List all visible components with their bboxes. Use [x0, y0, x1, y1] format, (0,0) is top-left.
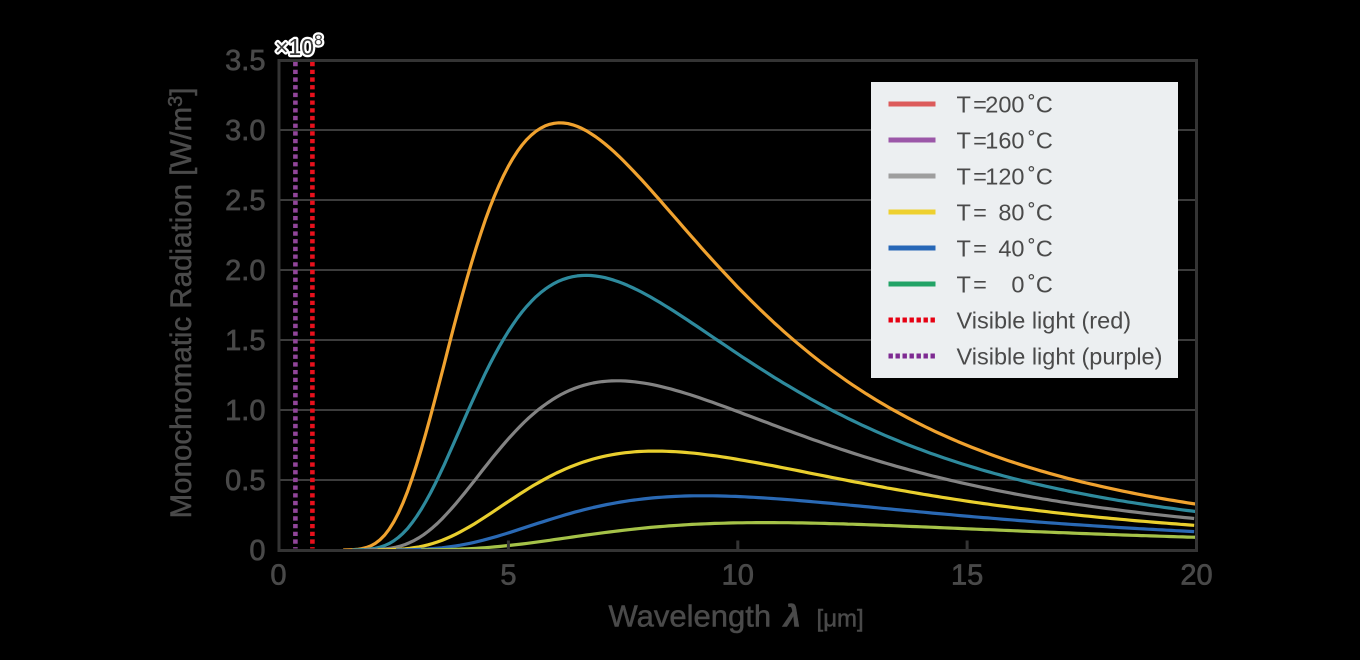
- svg-text:=: =: [973, 128, 987, 154]
- svg-text:3.0: 3.0: [225, 115, 265, 147]
- svg-text:15: 15: [951, 560, 983, 592]
- svg-text:=: =: [973, 200, 987, 226]
- svg-text:40: 40: [998, 236, 1024, 262]
- svg-text:T: T: [957, 92, 971, 118]
- svg-text:Monochromatic Radiation [W/m3]: Monochromatic Radiation [W/m3]: [165, 88, 198, 519]
- svg-text:3.5: 3.5: [225, 45, 265, 77]
- svg-text:=: =: [973, 92, 987, 118]
- svg-text:0: 0: [270, 560, 286, 592]
- svg-text:80: 80: [998, 200, 1024, 226]
- svg-text:10: 10: [722, 560, 754, 592]
- svg-text:˚C: ˚C: [1028, 164, 1053, 190]
- svg-text:2.5: 2.5: [225, 185, 265, 217]
- svg-text:Visible light (purple): Visible light (purple): [957, 344, 1163, 370]
- svg-text:1.5: 1.5: [225, 325, 265, 357]
- svg-text:˚C: ˚C: [1028, 200, 1053, 226]
- svg-text:Visible light (red): Visible light (red): [957, 308, 1132, 334]
- svg-text:T: T: [957, 128, 971, 154]
- svg-text:˚C: ˚C: [1028, 236, 1053, 262]
- svg-text:160: 160: [985, 128, 1024, 154]
- svg-text:˚C: ˚C: [1028, 272, 1053, 298]
- svg-text:˚C: ˚C: [1028, 128, 1053, 154]
- svg-text:˚C: ˚C: [1028, 92, 1053, 118]
- svg-text:0.5: 0.5: [225, 465, 265, 497]
- svg-text:T: T: [957, 236, 971, 262]
- svg-text:0: 0: [249, 535, 265, 567]
- svg-text:T: T: [957, 200, 971, 226]
- svg-text:20: 20: [1180, 560, 1212, 592]
- svg-text:T: T: [957, 272, 971, 298]
- svg-text:200: 200: [985, 92, 1024, 118]
- svg-text:=: =: [973, 236, 987, 262]
- svg-text:=: =: [973, 272, 987, 298]
- svg-text:=: =: [973, 164, 987, 190]
- svg-text:0: 0: [1011, 272, 1024, 298]
- svg-text:5: 5: [500, 560, 516, 592]
- svg-text:Wavelength λ [μm]: Wavelength λ [μm]: [609, 599, 864, 634]
- svg-text:120: 120: [985, 164, 1024, 190]
- svg-text:2.0: 2.0: [225, 255, 265, 287]
- svg-text:1.0: 1.0: [225, 395, 265, 427]
- svg-text:×108: ×108: [275, 33, 323, 61]
- svg-text:T: T: [957, 164, 971, 190]
